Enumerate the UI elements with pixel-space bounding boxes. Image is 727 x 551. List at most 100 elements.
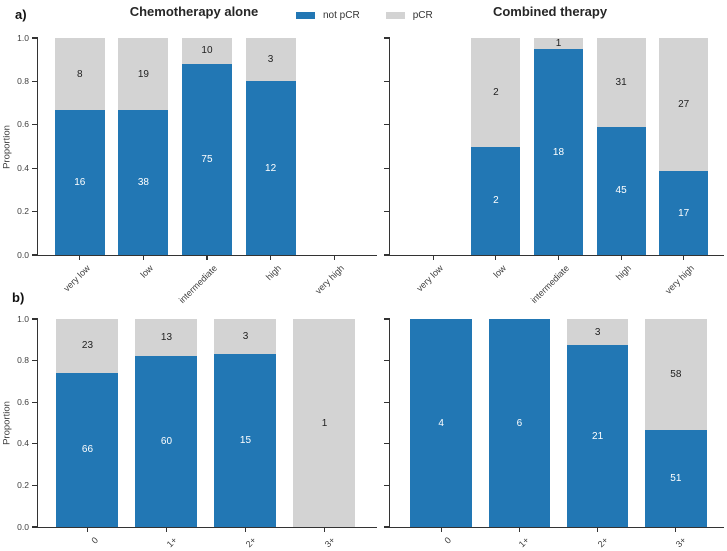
y-tick-label: 0.2 bbox=[17, 206, 29, 217]
bar-value-pcr: 8 bbox=[77, 68, 83, 80]
bar-value-pcr: 3 bbox=[594, 326, 601, 338]
bar-segment-not-pcr bbox=[645, 429, 707, 527]
y-tick-label: 0.4 bbox=[17, 162, 29, 173]
x-tick bbox=[675, 528, 677, 533]
bar-value-not-pcr: 12 bbox=[265, 162, 277, 174]
y-tick-label: 0.8 bbox=[17, 355, 29, 366]
y-tick bbox=[384, 80, 390, 82]
bar-segment-not-pcr bbox=[182, 63, 232, 255]
panel-a-label: a) bbox=[15, 7, 27, 22]
panel-b-label: b) bbox=[12, 290, 25, 305]
x-tick bbox=[244, 528, 247, 533]
y-axis-line bbox=[37, 37, 39, 257]
y-tick bbox=[384, 318, 390, 320]
panel-a-left-chemotherapy-alone: 0.0 0.2 0.4 0.6 0.8 1.0 Proportion very low 16 8 l… bbox=[2, 33, 377, 305]
legend: not pCR pCR bbox=[296, 10, 459, 21]
x-tick-label: 3+ bbox=[322, 535, 337, 550]
bar-segment-not-pcr bbox=[118, 110, 169, 255]
y-tick bbox=[384, 124, 390, 126]
y-axis-line bbox=[389, 37, 391, 257]
x-tick-label: 2+ bbox=[595, 535, 610, 550]
bar-value-pcr: 27 bbox=[678, 99, 690, 111]
panel-a-right-combined-therapy: very low low 2 2 intermediate 18 1 high 45 31 very… bbox=[384, 37, 724, 305]
bar-segment-pcr bbox=[293, 319, 356, 527]
legend-label-not-pcr: not pCR bbox=[323, 10, 360, 21]
x-tick-label: 0 bbox=[88, 535, 100, 546]
bar-value-not-pcr: 15 bbox=[239, 434, 252, 446]
x-tick bbox=[333, 256, 335, 261]
bar-value-not-pcr: 16 bbox=[74, 177, 86, 189]
legend-swatch-pcr bbox=[385, 12, 405, 19]
bar-value-not-pcr: 60 bbox=[160, 436, 173, 448]
y-tick bbox=[384, 211, 390, 213]
x-tick bbox=[323, 528, 326, 533]
x-tick bbox=[518, 528, 520, 533]
bar-segment-pcr bbox=[182, 38, 232, 64]
x-tick bbox=[495, 256, 497, 261]
chart-title-combined-therapy: Combined therapy bbox=[492, 4, 608, 19]
x-tick bbox=[206, 256, 208, 261]
y-tick-label: 0.8 bbox=[17, 75, 29, 86]
y-tick bbox=[384, 401, 390, 403]
x-axis-line bbox=[37, 255, 377, 257]
x-tick bbox=[79, 256, 81, 261]
bar-value-not-pcr: 75 bbox=[201, 153, 213, 165]
x-tick bbox=[597, 528, 599, 533]
bar-value-not-pcr: 4 bbox=[438, 417, 444, 429]
x-axis-line bbox=[389, 255, 724, 257]
y-tick bbox=[32, 167, 38, 169]
x-axis-line bbox=[389, 527, 724, 529]
y-tick-label: 0.6 bbox=[17, 396, 29, 407]
y-tick bbox=[384, 167, 390, 169]
bar-segment-pcr bbox=[54, 38, 105, 111]
panel-b-left: 0.0 0.2 0.4 0.6 0.8 1.0 Proportion 0 66 23 1+ 60 13 2… bbox=[2, 314, 377, 549]
bar-value-pcr: 31 bbox=[615, 76, 627, 88]
y-tick-label: 0.4 bbox=[17, 438, 29, 449]
chart-title-chemotherapy-alone: Chemotherapy alone bbox=[129, 4, 259, 19]
y-axis-line bbox=[37, 318, 39, 529]
bar-segment-not-pcr bbox=[214, 353, 277, 527]
bar-segment-not-pcr bbox=[566, 345, 629, 527]
bar-value-not-pcr: 51 bbox=[670, 472, 682, 484]
x-tick bbox=[165, 528, 168, 533]
x-tick-label: 2+ bbox=[243, 535, 258, 550]
y-tick-label: 1.0 bbox=[17, 313, 29, 324]
x-tick bbox=[557, 256, 560, 261]
x-tick-label: 1+ bbox=[164, 535, 179, 550]
bar-segment-not-pcr bbox=[410, 319, 472, 527]
x-tick bbox=[142, 256, 144, 261]
bar-segment-not-pcr bbox=[471, 146, 521, 255]
panel-b-right: 0 4 1+ 6 2+ 21 3 3+ 51 58 bbox=[384, 318, 724, 549]
y-tick bbox=[32, 124, 38, 126]
y-tick bbox=[32, 484, 38, 486]
y-tick bbox=[32, 526, 38, 528]
y-tick-label: 0.0 bbox=[17, 521, 29, 532]
bar-value-not-pcr: 6 bbox=[516, 417, 523, 429]
bar-value-pcr: 3 bbox=[267, 54, 274, 66]
bar-segment-not-pcr bbox=[488, 319, 551, 527]
bar-segment-not-pcr bbox=[659, 171, 709, 255]
x-tick bbox=[620, 256, 622, 261]
bar-value-not-pcr: 21 bbox=[592, 430, 604, 442]
bar-segment-not-pcr bbox=[245, 81, 296, 255]
bar-segment-pcr bbox=[533, 38, 584, 50]
bar-value-pcr: 19 bbox=[137, 68, 149, 80]
y-tick bbox=[384, 360, 390, 362]
x-tick-label: 1+ bbox=[517, 535, 532, 550]
y-tick-label: 1.0 bbox=[17, 32, 29, 43]
y-tick bbox=[32, 360, 38, 362]
x-tick bbox=[86, 528, 89, 533]
y-tick-label: 0.2 bbox=[17, 479, 29, 490]
bar-value-not-pcr: 45 bbox=[615, 185, 627, 197]
y-tick bbox=[384, 526, 390, 528]
y-tick bbox=[384, 443, 390, 445]
bar-value-not-pcr: 38 bbox=[137, 177, 149, 189]
bar-segment-pcr bbox=[659, 38, 709, 172]
bar-value-not-pcr: 18 bbox=[552, 146, 565, 158]
legend-swatch-not-pcr bbox=[296, 12, 315, 19]
bar-segment-pcr bbox=[214, 319, 277, 354]
y-axis-title: Proportion bbox=[1, 401, 13, 445]
x-tick bbox=[440, 528, 442, 533]
x-tick bbox=[432, 256, 434, 261]
